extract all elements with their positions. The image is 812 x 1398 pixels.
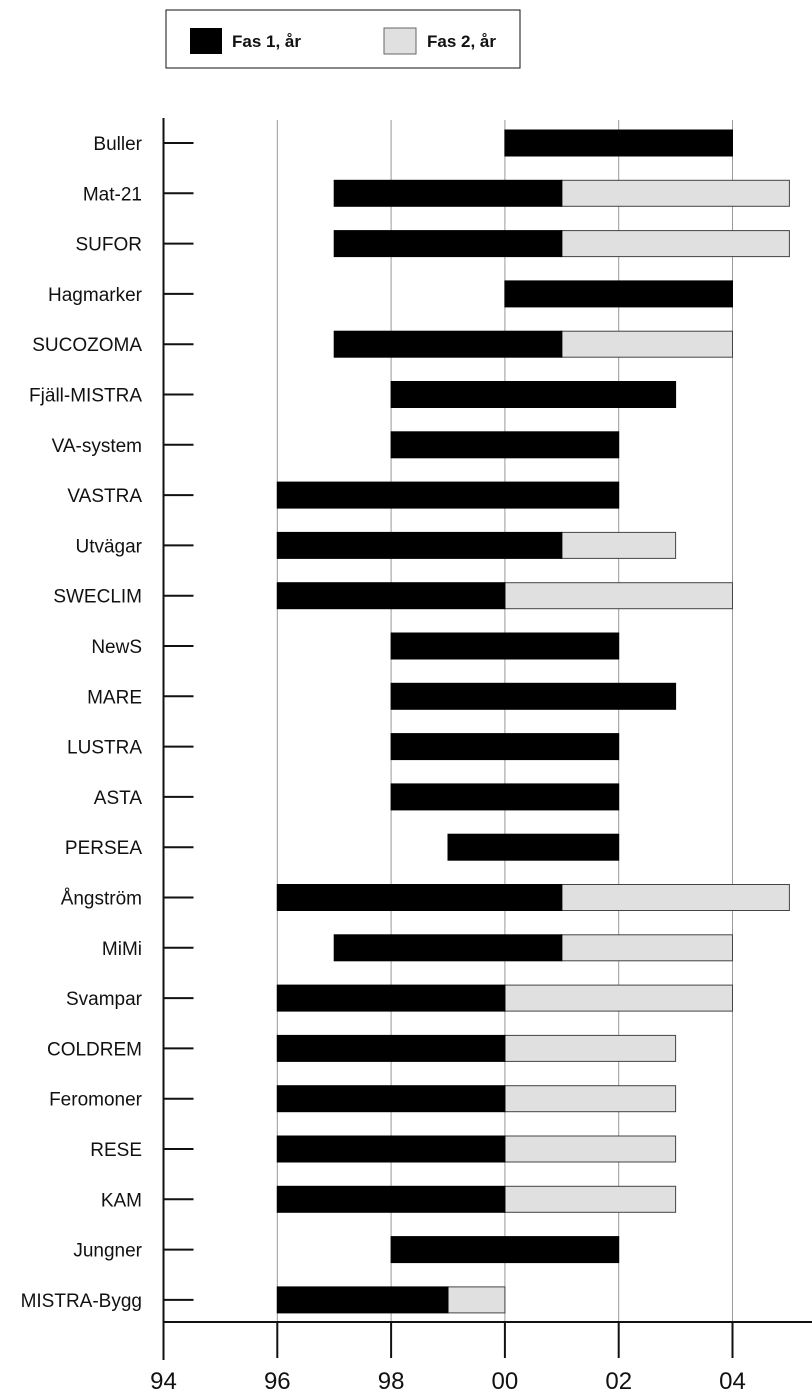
x-tick-label: 94: [150, 1368, 177, 1395]
bar-fas1: [276, 884, 563, 911]
legend-label-fas2: Fas 2, år: [427, 32, 496, 51]
y-axis: Buller Mat-21 SUFOR Hagmarker SUCOZOMA Fjäll-…: [21, 118, 194, 1360]
bar-fas1: [276, 984, 506, 1012]
bar-fas1: [276, 1034, 506, 1062]
gridlines: [276, 120, 733, 1322]
bar-fas2: [504, 1034, 677, 1062]
category-label: Buller: [93, 134, 142, 155]
bar-fas1: [390, 783, 620, 811]
x-tick-label: 02: [605, 1368, 632, 1395]
category-label: Utvägar: [75, 536, 142, 557]
x-axis: 94 96 98 00 02 04: [150, 1321, 812, 1395]
bar-fas2: [504, 582, 733, 610]
bar-fas2: [504, 1085, 677, 1113]
legend-swatch-fas1: [190, 28, 222, 54]
category-label: Mat-21: [83, 184, 142, 205]
category-label: Jungner: [73, 1241, 142, 1262]
bar-fas1: [333, 330, 563, 358]
bar-fas1: [333, 230, 563, 258]
x-tick-label: 00: [492, 1368, 519, 1395]
category-label: KAM: [101, 1190, 142, 1211]
bar-fas2: [561, 884, 790, 911]
bar-fas2: [447, 1286, 506, 1314]
x-tick-label: 04: [719, 1368, 746, 1395]
category-label: Fjäll-MISTRA: [29, 386, 142, 407]
bar-fas2: [561, 330, 733, 358]
bar-fas1: [504, 129, 733, 157]
category-label: VASTRA: [67, 486, 142, 507]
category-label: PERSEA: [65, 838, 142, 859]
bar-fas1: [276, 582, 506, 610]
x-tick-label: 98: [378, 1368, 405, 1395]
category-label: COLDREM: [47, 1039, 142, 1060]
category-label: Svampar: [66, 989, 143, 1010]
category-label: ASTA: [94, 788, 143, 809]
bar-fas1: [276, 531, 563, 559]
bar-fas2: [504, 1135, 677, 1163]
x-tick-label: 96: [264, 1368, 291, 1395]
bar-fas1: [276, 1135, 506, 1163]
bar-fas2: [561, 179, 790, 207]
category-label: LUSTRA: [67, 738, 142, 759]
category-label: SUCOZOMA: [32, 335, 142, 356]
bar-fas1: [276, 1185, 506, 1213]
category-label: VA-system: [52, 436, 142, 457]
legend-swatch-fas2: [383, 27, 417, 55]
category-label: Hagmarker: [48, 285, 143, 306]
category-label: MISTRA-Bygg: [21, 1291, 142, 1312]
category-label: MARE: [87, 687, 142, 708]
bar-fas1: [390, 431, 620, 459]
bar-fas2: [561, 230, 790, 258]
bar-fas1: [276, 481, 620, 509]
category-label: Ångström: [61, 889, 142, 910]
bar-fas1: [276, 1085, 506, 1113]
category-label: SWECLIM: [53, 587, 142, 608]
bars: [276, 129, 790, 1314]
bar-fas1: [390, 1236, 620, 1264]
category-label: MiMi: [102, 939, 142, 960]
bar-fas1: [504, 280, 733, 308]
legend: Fas 1, år Fas 2, år: [165, 9, 521, 69]
bar-fas1: [333, 934, 563, 962]
category-label: NewS: [91, 637, 142, 658]
bar-fas1: [333, 179, 563, 207]
category-label: RESE: [90, 1140, 142, 1161]
bar-fas2: [504, 1185, 677, 1213]
legend-label-fas1: Fas 1, år: [232, 32, 301, 51]
bar-fas1: [390, 682, 677, 710]
category-label: Feromoner: [49, 1090, 143, 1111]
bar-fas2: [504, 984, 733, 1012]
bar-fas1: [276, 1286, 449, 1314]
bar-fas1: [390, 733, 620, 761]
legend-box: [165, 9, 521, 69]
bar-fas1: [390, 632, 620, 660]
bar-fas1: [447, 833, 620, 861]
bar-fas2: [561, 531, 677, 559]
category-label: SUFOR: [76, 235, 143, 256]
bar-fas1: [390, 381, 677, 408]
bar-fas2: [561, 934, 733, 962]
